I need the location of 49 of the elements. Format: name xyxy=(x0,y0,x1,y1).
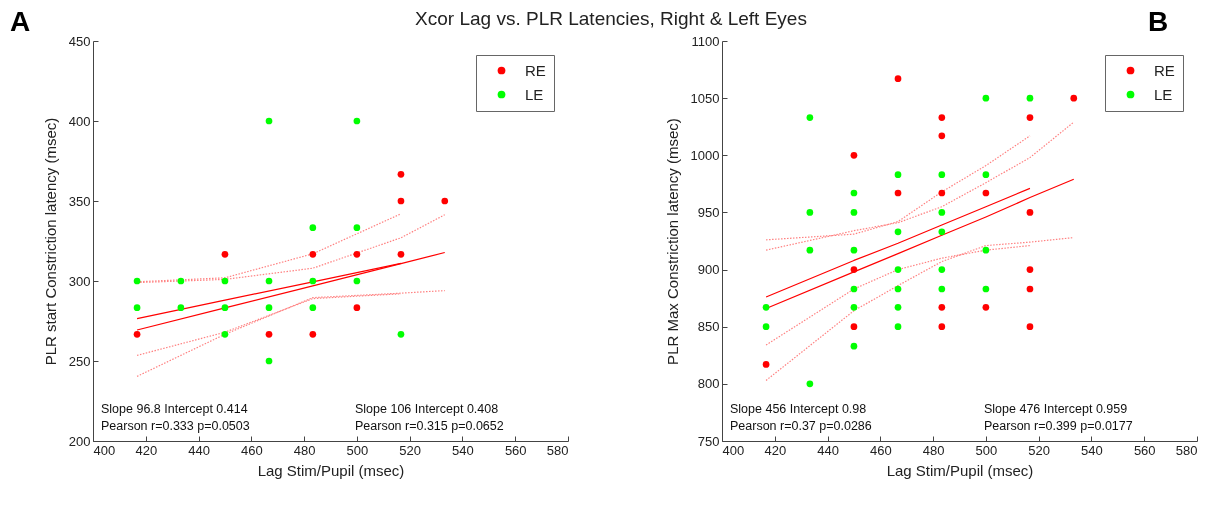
x-tick-label: 420 xyxy=(764,442,787,458)
y-tick-label: 950 xyxy=(697,204,720,220)
x-tick-label: 580 xyxy=(1175,442,1198,458)
y-tick-label: 850 xyxy=(697,319,720,335)
y-tick-label: 1050 xyxy=(690,90,720,106)
y-tick-label: 200 xyxy=(68,433,91,449)
text: B xyxy=(1148,6,1169,38)
y-tick-label: 400 xyxy=(68,113,91,129)
text: A xyxy=(10,6,31,38)
x-tick-label: 540 xyxy=(1081,442,1103,458)
legend-label: LE xyxy=(525,85,544,103)
x-tick-label: 480 xyxy=(922,442,945,458)
y-tick-label: 750 xyxy=(697,433,720,449)
annotation: Slope 96.8 Intercept 0.414 Pearson r=0.333 p=0.0503 xyxy=(101,402,250,433)
annotation: Slope 106 Intercept 0.408 Pearson r=0.315 p=0.0652 xyxy=(355,402,504,433)
x-tick-label: 500 xyxy=(346,442,369,458)
x-tick-label: 560 xyxy=(504,442,527,458)
y-tick-label: 900 xyxy=(697,262,720,278)
x-axis-title: Lag Stim/Pupil (msec) xyxy=(886,461,1034,479)
x-tick-label: 460 xyxy=(869,442,892,458)
y-tick-label: 450 xyxy=(68,33,91,49)
legend-label: RE xyxy=(1154,61,1175,79)
text: Xcor Lag vs. PLR Latencies, Right & Left Eyes xyxy=(415,8,807,29)
y-tick-label: 250 xyxy=(68,353,91,369)
x-tick-label: 520 xyxy=(399,442,422,458)
legend-label: LE xyxy=(1154,85,1173,103)
x-tick-label: 560 xyxy=(1133,442,1156,458)
y-axis-title: PLR Max Constriction latency (msec) xyxy=(663,118,681,365)
legend-label: RE xyxy=(525,61,546,79)
x-tick-label: 400 xyxy=(93,442,116,458)
x-tick-label: 440 xyxy=(188,442,210,458)
x-tick-label: 500 xyxy=(975,442,998,458)
y-axis-title: PLR start Constriction latency (msec) xyxy=(41,117,59,366)
x-tick-label: 520 xyxy=(1028,442,1051,458)
y-tick-label: 300 xyxy=(68,273,91,289)
y-tick-label: 350 xyxy=(68,193,91,209)
x-tick-label: 400 xyxy=(722,442,745,458)
annotation: Slope 476 Intercept 0.959 Pearson r=0.399 p=0.0177 xyxy=(984,402,1133,433)
x-tick-label: 440 xyxy=(817,442,839,458)
y-tick-label: 1100 xyxy=(691,33,720,49)
x-tick-label: 480 xyxy=(293,442,316,458)
x-tick-label: 580 xyxy=(546,442,569,458)
annotation: Slope 456 Intercept 0.98 Pearson r=0.37 p=0.0286 xyxy=(730,402,872,433)
x-tick-label: 420 xyxy=(135,442,158,458)
y-tick-label: 1000 xyxy=(690,147,720,163)
x-axis-title: Lag Stim/Pupil (msec) xyxy=(257,461,405,479)
y-tick-label: 800 xyxy=(697,376,720,392)
x-tick-label: 460 xyxy=(240,442,263,458)
x-tick-label: 540 xyxy=(452,442,474,458)
